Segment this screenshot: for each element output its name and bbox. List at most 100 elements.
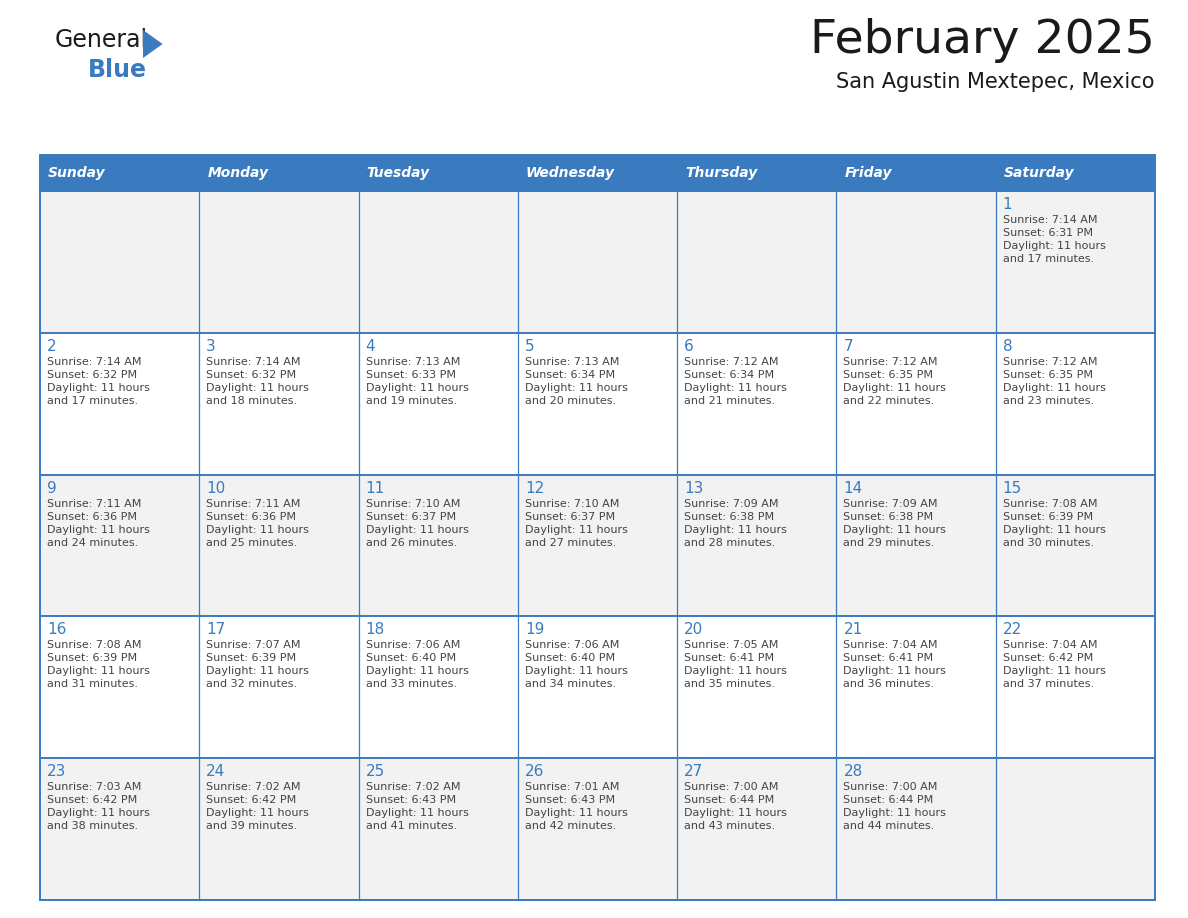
Text: and 19 minutes.: and 19 minutes. bbox=[366, 396, 456, 406]
Text: Sunset: 6:40 PM: Sunset: 6:40 PM bbox=[525, 654, 615, 664]
Text: Sunset: 6:37 PM: Sunset: 6:37 PM bbox=[525, 511, 615, 521]
Bar bbox=[677, 475, 836, 616]
Text: Sunset: 6:34 PM: Sunset: 6:34 PM bbox=[684, 370, 775, 380]
Text: Sunset: 6:34 PM: Sunset: 6:34 PM bbox=[525, 370, 615, 380]
Text: 16: 16 bbox=[48, 622, 67, 637]
Bar bbox=[40, 155, 1155, 900]
Text: Daylight: 11 hours: Daylight: 11 hours bbox=[1003, 241, 1106, 251]
Text: and 33 minutes.: and 33 minutes. bbox=[366, 679, 456, 689]
Text: Daylight: 11 hours: Daylight: 11 hours bbox=[366, 383, 468, 393]
Text: Daylight: 11 hours: Daylight: 11 hours bbox=[207, 383, 309, 393]
Text: Daylight: 11 hours: Daylight: 11 hours bbox=[525, 808, 627, 818]
Text: Sunrise: 7:07 AM: Sunrise: 7:07 AM bbox=[207, 641, 301, 650]
Text: and 18 minutes.: and 18 minutes. bbox=[207, 396, 297, 406]
Text: 7: 7 bbox=[843, 339, 853, 353]
Text: and 34 minutes.: and 34 minutes. bbox=[525, 679, 617, 689]
Bar bbox=[40, 155, 200, 191]
Bar bbox=[996, 155, 1155, 191]
Text: and 28 minutes.: and 28 minutes. bbox=[684, 538, 776, 548]
Text: Sunrise: 7:00 AM: Sunrise: 7:00 AM bbox=[843, 782, 937, 792]
Text: and 26 minutes.: and 26 minutes. bbox=[366, 538, 456, 548]
Text: Daylight: 11 hours: Daylight: 11 hours bbox=[366, 808, 468, 818]
Text: Daylight: 11 hours: Daylight: 11 hours bbox=[684, 808, 786, 818]
Text: Sunset: 6:42 PM: Sunset: 6:42 PM bbox=[207, 795, 297, 805]
Text: Sunset: 6:39 PM: Sunset: 6:39 PM bbox=[48, 654, 137, 664]
Bar bbox=[836, 758, 996, 900]
Text: Sunrise: 7:04 AM: Sunrise: 7:04 AM bbox=[1003, 641, 1098, 650]
Bar bbox=[518, 758, 677, 900]
Text: Sunset: 6:32 PM: Sunset: 6:32 PM bbox=[207, 370, 297, 380]
Text: Sunset: 6:31 PM: Sunset: 6:31 PM bbox=[1003, 228, 1093, 238]
Text: Sunrise: 7:12 AM: Sunrise: 7:12 AM bbox=[684, 357, 778, 367]
Text: Sunrise: 7:02 AM: Sunrise: 7:02 AM bbox=[366, 782, 460, 792]
Text: and 35 minutes.: and 35 minutes. bbox=[684, 679, 775, 689]
Text: 24: 24 bbox=[207, 764, 226, 779]
Text: February 2025: February 2025 bbox=[810, 18, 1155, 63]
Text: Sunrise: 7:13 AM: Sunrise: 7:13 AM bbox=[525, 357, 619, 367]
Text: Daylight: 11 hours: Daylight: 11 hours bbox=[525, 383, 627, 393]
Text: Sunset: 6:43 PM: Sunset: 6:43 PM bbox=[366, 795, 456, 805]
Bar bbox=[836, 475, 996, 616]
Text: Sunset: 6:35 PM: Sunset: 6:35 PM bbox=[1003, 370, 1093, 380]
Text: Sunrise: 7:08 AM: Sunrise: 7:08 AM bbox=[48, 641, 141, 650]
Text: and 24 minutes.: and 24 minutes. bbox=[48, 538, 138, 548]
Text: Daylight: 11 hours: Daylight: 11 hours bbox=[48, 808, 150, 818]
Text: Sunrise: 7:14 AM: Sunrise: 7:14 AM bbox=[207, 357, 301, 367]
Text: 22: 22 bbox=[1003, 622, 1022, 637]
Text: Sunrise: 7:02 AM: Sunrise: 7:02 AM bbox=[207, 782, 301, 792]
Bar bbox=[836, 616, 996, 758]
Text: 4: 4 bbox=[366, 339, 375, 353]
Bar bbox=[40, 333, 200, 475]
Text: Daylight: 11 hours: Daylight: 11 hours bbox=[843, 808, 947, 818]
Text: Sunrise: 7:00 AM: Sunrise: 7:00 AM bbox=[684, 782, 778, 792]
Text: Tuesday: Tuesday bbox=[367, 166, 430, 180]
Text: 23: 23 bbox=[48, 764, 67, 779]
Text: Daylight: 11 hours: Daylight: 11 hours bbox=[684, 524, 786, 534]
Text: 14: 14 bbox=[843, 481, 862, 496]
Text: 25: 25 bbox=[366, 764, 385, 779]
Text: San Agustin Mextepec, Mexico: San Agustin Mextepec, Mexico bbox=[836, 72, 1155, 92]
Text: 27: 27 bbox=[684, 764, 703, 779]
Text: 13: 13 bbox=[684, 481, 703, 496]
Bar bbox=[518, 475, 677, 616]
Text: and 32 minutes.: and 32 minutes. bbox=[207, 679, 297, 689]
Bar bbox=[996, 475, 1155, 616]
Text: Sunrise: 7:09 AM: Sunrise: 7:09 AM bbox=[684, 498, 778, 509]
Bar bbox=[996, 333, 1155, 475]
Bar bbox=[359, 155, 518, 191]
Text: and 21 minutes.: and 21 minutes. bbox=[684, 396, 776, 406]
Text: General: General bbox=[55, 28, 148, 52]
Text: Sunrise: 7:08 AM: Sunrise: 7:08 AM bbox=[1003, 498, 1098, 509]
Text: Monday: Monday bbox=[207, 166, 268, 180]
Bar bbox=[200, 758, 359, 900]
Text: and 27 minutes.: and 27 minutes. bbox=[525, 538, 617, 548]
Bar bbox=[359, 475, 518, 616]
Text: Sunrise: 7:13 AM: Sunrise: 7:13 AM bbox=[366, 357, 460, 367]
Text: Sunset: 6:36 PM: Sunset: 6:36 PM bbox=[207, 511, 296, 521]
Text: and 43 minutes.: and 43 minutes. bbox=[684, 822, 776, 831]
Text: Sunrise: 7:06 AM: Sunrise: 7:06 AM bbox=[366, 641, 460, 650]
Text: and 42 minutes.: and 42 minutes. bbox=[525, 822, 617, 831]
Text: Daylight: 11 hours: Daylight: 11 hours bbox=[843, 524, 947, 534]
Text: Friday: Friday bbox=[845, 166, 892, 180]
Text: Thursday: Thursday bbox=[685, 166, 758, 180]
Bar bbox=[200, 333, 359, 475]
Text: Sunrise: 7:06 AM: Sunrise: 7:06 AM bbox=[525, 641, 619, 650]
Text: Saturday: Saturday bbox=[1004, 166, 1074, 180]
Text: and 25 minutes.: and 25 minutes. bbox=[207, 538, 297, 548]
Text: 21: 21 bbox=[843, 622, 862, 637]
Text: 5: 5 bbox=[525, 339, 535, 353]
Bar bbox=[677, 333, 836, 475]
Text: Sunset: 6:41 PM: Sunset: 6:41 PM bbox=[684, 654, 775, 664]
Text: and 29 minutes.: and 29 minutes. bbox=[843, 538, 935, 548]
Text: 17: 17 bbox=[207, 622, 226, 637]
Text: and 38 minutes.: and 38 minutes. bbox=[48, 822, 138, 831]
Text: Sunrise: 7:14 AM: Sunrise: 7:14 AM bbox=[1003, 215, 1098, 225]
Text: Sunrise: 7:01 AM: Sunrise: 7:01 AM bbox=[525, 782, 619, 792]
Text: Sunday: Sunday bbox=[48, 166, 106, 180]
Bar bbox=[996, 616, 1155, 758]
Bar bbox=[359, 758, 518, 900]
Text: Daylight: 11 hours: Daylight: 11 hours bbox=[843, 666, 947, 677]
Text: Daylight: 11 hours: Daylight: 11 hours bbox=[525, 666, 627, 677]
Bar bbox=[836, 191, 996, 333]
